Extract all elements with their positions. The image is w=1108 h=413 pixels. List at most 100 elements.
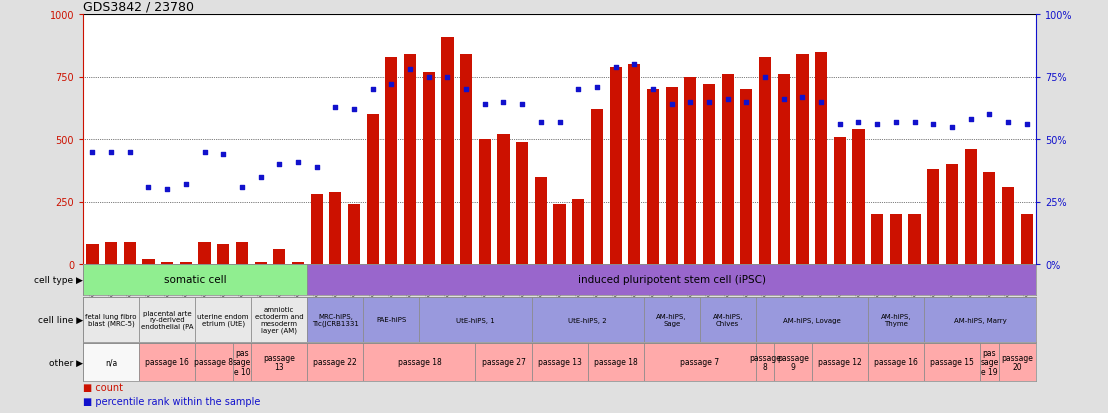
Point [270, 161, 288, 168]
Bar [161, 262, 173, 264]
Bar [367, 115, 379, 264]
Point [121, 149, 138, 155]
Bar [363, 297, 420, 342]
Bar [535, 177, 547, 264]
Text: passage
8: passage 8 [749, 353, 781, 371]
Text: cell type ▶: cell type ▶ [34, 275, 83, 284]
Point [140, 184, 157, 190]
Bar [307, 343, 363, 381]
Bar [217, 244, 229, 264]
Point [102, 149, 120, 155]
Bar [815, 52, 828, 264]
Point [532, 119, 550, 126]
Text: n/a: n/a [105, 358, 117, 367]
Bar [329, 192, 341, 264]
Text: passage
9: passage 9 [777, 353, 809, 371]
Bar [420, 297, 532, 342]
Bar [516, 142, 529, 264]
Text: placental arte
ry-derived
endothelial (PA: placental arte ry-derived endothelial (P… [141, 310, 194, 330]
Bar [252, 297, 307, 342]
Point [233, 184, 250, 190]
Point [439, 74, 456, 81]
Bar [198, 242, 211, 264]
Bar [497, 135, 510, 264]
Point [625, 62, 643, 68]
Bar [348, 204, 360, 264]
Bar [572, 199, 584, 264]
Point [363, 86, 381, 93]
Bar [587, 343, 644, 381]
Text: fetal lung fibro
blast (MRC-5): fetal lung fibro blast (MRC-5) [85, 313, 137, 326]
Bar [140, 343, 195, 381]
Point [289, 159, 307, 166]
Text: ■ percentile rank within the sample: ■ percentile rank within the sample [83, 396, 260, 406]
Text: MRC-hiPS,
Tic(JCRB1331: MRC-hiPS, Tic(JCRB1331 [311, 313, 359, 326]
Bar [699, 297, 756, 342]
Text: passage 8: passage 8 [194, 358, 234, 367]
Bar [924, 343, 979, 381]
Bar [233, 343, 252, 381]
Bar [307, 297, 363, 342]
Bar [591, 110, 603, 264]
Bar [979, 343, 998, 381]
Text: ■ count: ■ count [83, 382, 123, 392]
Point [420, 74, 438, 81]
Bar [140, 297, 195, 342]
Point [981, 112, 998, 118]
Point [214, 151, 232, 158]
Bar [774, 343, 812, 381]
Point [644, 86, 661, 93]
Point [83, 149, 101, 155]
Point [513, 102, 531, 108]
Text: amniotic
ectoderm and
mesoderm
layer (AM): amniotic ectoderm and mesoderm layer (AM… [255, 307, 304, 333]
Text: passage
13: passage 13 [264, 353, 295, 371]
Point [346, 107, 363, 113]
Bar [124, 242, 136, 264]
Text: passage 22: passage 22 [314, 358, 357, 367]
Point [551, 119, 568, 126]
Point [719, 97, 737, 103]
Text: AM-hiPS,
Chives: AM-hiPS, Chives [712, 313, 743, 326]
Bar [778, 75, 790, 264]
Bar [647, 90, 659, 264]
Text: PAE-hiPS: PAE-hiPS [377, 317, 407, 323]
Bar [252, 343, 307, 381]
Bar [628, 65, 640, 264]
Point [1018, 121, 1036, 128]
Point [812, 99, 830, 106]
Point [588, 84, 606, 90]
Bar [964, 150, 976, 264]
Bar [740, 90, 752, 264]
Text: passage 12: passage 12 [818, 358, 862, 367]
Point [924, 121, 942, 128]
Bar [143, 259, 154, 264]
Bar [852, 130, 864, 264]
Bar [812, 343, 868, 381]
Bar [86, 244, 99, 264]
Point [962, 116, 979, 123]
Bar [644, 297, 699, 342]
Bar [609, 67, 622, 264]
Bar [833, 137, 845, 264]
Point [476, 102, 494, 108]
Point [700, 99, 718, 106]
Bar [890, 214, 902, 264]
Bar [460, 55, 472, 264]
Bar [998, 343, 1036, 381]
Text: passage 18: passage 18 [398, 358, 441, 367]
Bar [195, 343, 233, 381]
Point [943, 124, 961, 131]
Text: AM-hiPS,
Sage: AM-hiPS, Sage [656, 313, 687, 326]
Text: pas
sage
e 10: pas sage e 10 [233, 348, 252, 376]
Bar [797, 55, 809, 264]
Bar [291, 262, 304, 264]
Text: passage 18: passage 18 [594, 358, 637, 367]
Point [756, 74, 773, 81]
Bar [441, 38, 453, 264]
Bar [179, 262, 192, 264]
Text: uterine endom
etrium (UtE): uterine endom etrium (UtE) [197, 313, 249, 326]
Bar [195, 297, 252, 342]
Bar [479, 140, 491, 264]
Bar [1002, 187, 1014, 264]
Text: AM-hiPS, Lovage: AM-hiPS, Lovage [783, 317, 841, 323]
